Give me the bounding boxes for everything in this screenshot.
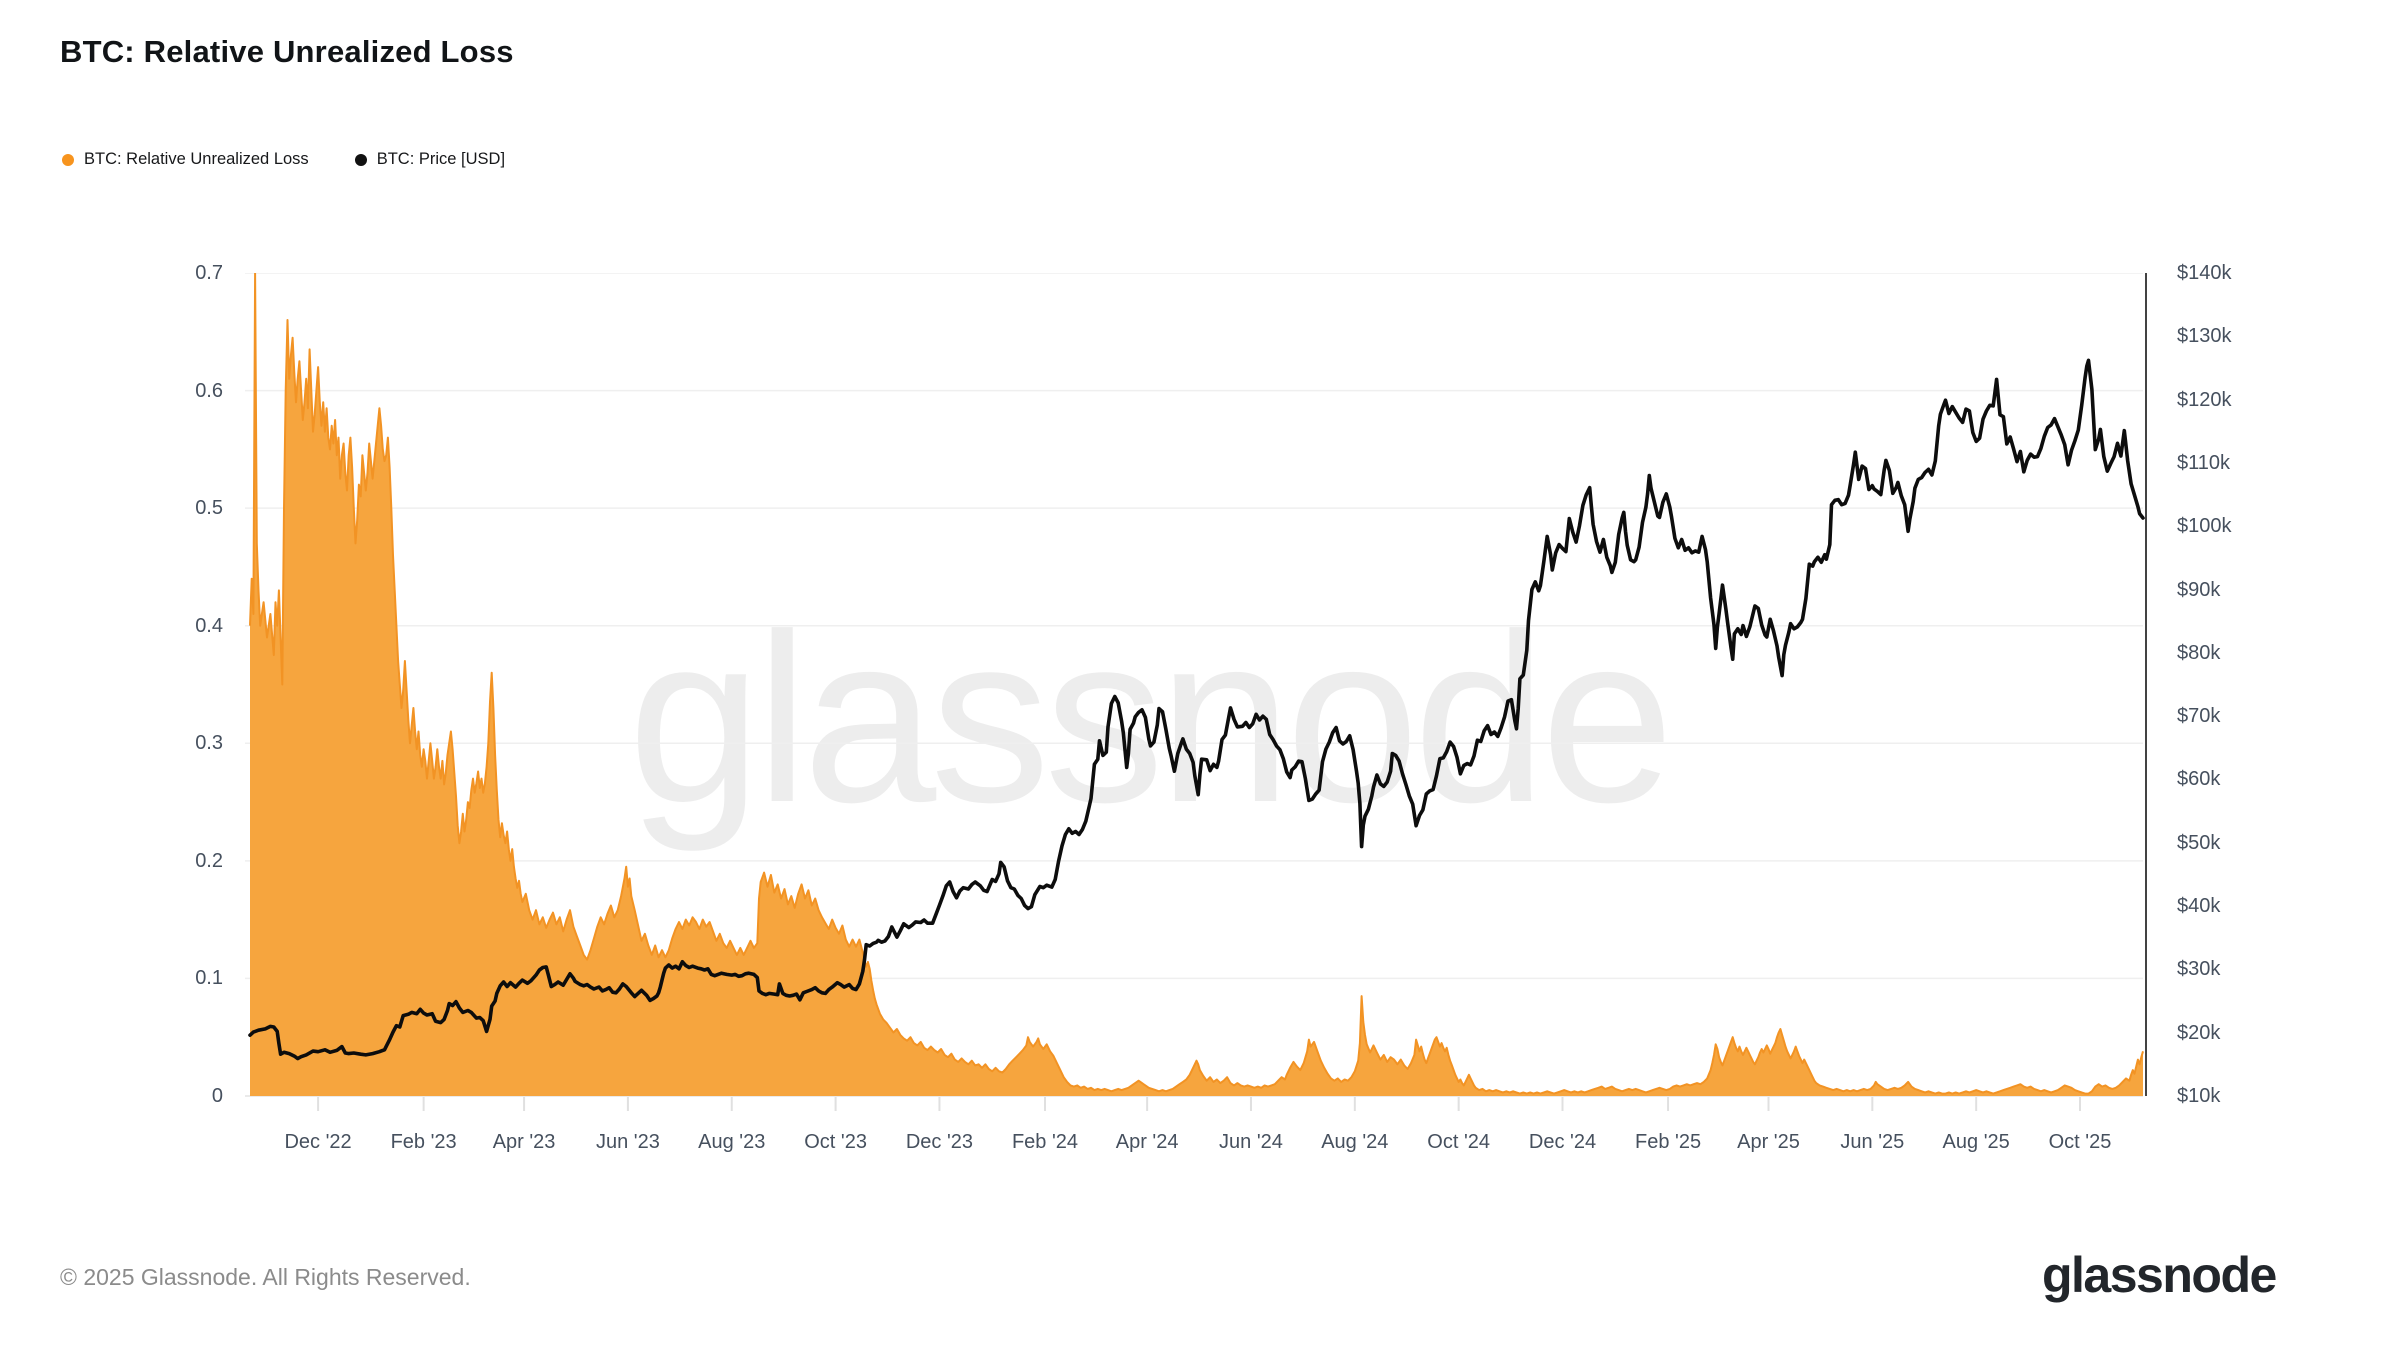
loss-area-outline xyxy=(249,273,2144,1095)
x-axis-tick-label: Jun '24 xyxy=(1219,1131,1283,1153)
y-right-tick-label: $90k xyxy=(2177,578,2221,601)
x-axis-tick-label: Apr '23 xyxy=(492,1131,556,1153)
loss-area-series xyxy=(250,273,2143,1096)
y-right-tick-label: $10k xyxy=(2177,1085,2221,1107)
y-right-tick-label: $100k xyxy=(2177,515,2232,538)
y-left-tick-label: 0.2 xyxy=(195,849,223,872)
page-title: BTC: Relative Unrealized Loss xyxy=(60,34,514,69)
x-axis-tick-label: Aug '24 xyxy=(1321,1131,1389,1153)
y-right-tick-label: $50k xyxy=(2177,831,2221,854)
x-axis-tick-label: Aug '25 xyxy=(1942,1131,2010,1153)
x-axis-tick-label: Jun '23 xyxy=(595,1131,660,1153)
x-axis-tick-label: Apr '25 xyxy=(1737,1131,1800,1153)
legend-dot-black-icon xyxy=(354,153,367,166)
y-left-tick-label: 0.7 xyxy=(195,262,223,284)
y-right-tick-label: $30k xyxy=(2177,958,2221,981)
legend-label: BTC: Relative Unrealized Loss xyxy=(84,150,309,168)
y-right-tick-label: $70k xyxy=(2177,705,2221,728)
y-right-tick-label: $80k xyxy=(2177,641,2221,664)
x-axis-tick-label: Feb '25 xyxy=(1635,1131,1702,1153)
y-left-tick-label: 0.1 xyxy=(195,967,223,990)
x-axis-tick-label: Dec '23 xyxy=(905,1131,974,1153)
legend-label: BTC: Price [USD] xyxy=(376,150,506,168)
glassnode-logo[interactable]: glassnode xyxy=(2042,1247,2277,1303)
y-right-tick-label: $120k xyxy=(2177,388,2232,411)
x-axis-tick-label: Dec '22 xyxy=(284,1131,352,1153)
x-axis-tick-label: Aug '23 xyxy=(698,1131,766,1153)
y-right-tick-label: $140k xyxy=(2177,262,2232,284)
legend-item-price-usd[interactable]: BTC: Price [USD] xyxy=(354,150,506,169)
legend-item-relative-unrealized-loss[interactable]: BTC: Relative Unrealized Loss xyxy=(62,150,309,169)
y-left-tick-label: 0.5 xyxy=(195,497,223,520)
copyright-text: © 2025 Glassnode. All Rights Reserved. xyxy=(60,1264,471,1290)
y-right-tick-label: $40k xyxy=(2177,895,2221,918)
x-axis-tick-label: Feb '23 xyxy=(390,1131,457,1153)
chart-plot-area[interactable] xyxy=(245,273,2147,1116)
x-axis-tick-label: Oct '23 xyxy=(804,1131,867,1153)
glassnode-watermark: glassnode xyxy=(628,584,1674,852)
y-left-tick-label: 0.3 xyxy=(195,732,223,755)
x-axis-tick-label: Feb '24 xyxy=(1011,1131,1079,1153)
x-axis-tick-label: Oct '24 xyxy=(1427,1131,1491,1153)
chart-legend: BTC: Relative Unrealized Loss BTC: Price… xyxy=(62,150,505,169)
x-axis-tick-label: Apr '24 xyxy=(1115,1131,1179,1153)
x-axis-tick-label: Dec '24 xyxy=(1528,1131,1597,1153)
y-right-tick-label: $110k xyxy=(2177,451,2231,474)
y-left-tick-label: 0.6 xyxy=(195,379,223,402)
x-axis-tick-label: Jun '25 xyxy=(1840,1131,1905,1153)
price-line-series xyxy=(248,358,2145,1061)
x-axis-tick-label: Oct '25 xyxy=(2048,1131,2112,1153)
legend-dot-orange-icon xyxy=(62,153,74,166)
y-left-tick-label: 0 xyxy=(211,1085,223,1107)
y-right-tick-label: $20k xyxy=(2177,1021,2221,1044)
y-right-tick-label: $60k xyxy=(2177,768,2221,791)
y-left-tick-label: 0.4 xyxy=(195,614,223,637)
y-right-tick-label: $130k xyxy=(2177,325,2232,348)
